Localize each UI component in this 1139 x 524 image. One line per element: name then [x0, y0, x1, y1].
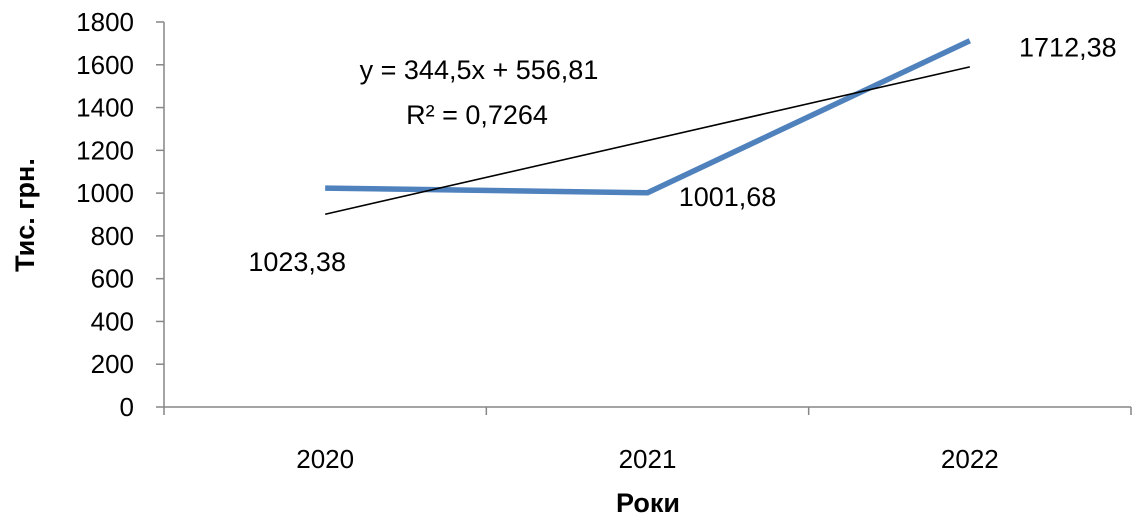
- trendline-r-squared: R² = 0,7264: [406, 100, 548, 130]
- data-label: 1001,68: [679, 182, 777, 212]
- x-axis-title: Роки: [616, 488, 680, 518]
- y-tick-label: 1600: [76, 50, 134, 80]
- axes: 0 200 400 600 800 1000 1200 1400 1600 1800 2020 202…: [76, 7, 1132, 474]
- trendline-equation: y = 344,5x + 556,81: [360, 55, 599, 85]
- y-tick-label: 1200: [76, 135, 134, 165]
- y-tick-label: 200: [91, 349, 134, 379]
- y-tick-label: 0: [120, 392, 134, 422]
- x-tick-label: 2021: [619, 444, 677, 474]
- y-tick-label: 1800: [76, 7, 134, 37]
- labels-layer: 1023,38 1001,68 1712,38: [248, 33, 1116, 277]
- y-tick-label: 600: [91, 264, 134, 294]
- y-tick-label: 400: [91, 306, 134, 336]
- y-tick-label: 800: [91, 221, 134, 251]
- series-layer: [324, 38, 972, 215]
- y-axis-title: Тис. грн.: [10, 158, 40, 272]
- y-tick-label: 1000: [76, 178, 134, 208]
- x-tick-label: 2020: [296, 444, 354, 474]
- data-label: 1023,38: [248, 247, 346, 277]
- data-label: 1712,38: [1019, 33, 1117, 63]
- trendline: [324, 66, 971, 215]
- y-tick-label: 1400: [76, 93, 134, 123]
- x-tick-label: 2022: [941, 444, 999, 474]
